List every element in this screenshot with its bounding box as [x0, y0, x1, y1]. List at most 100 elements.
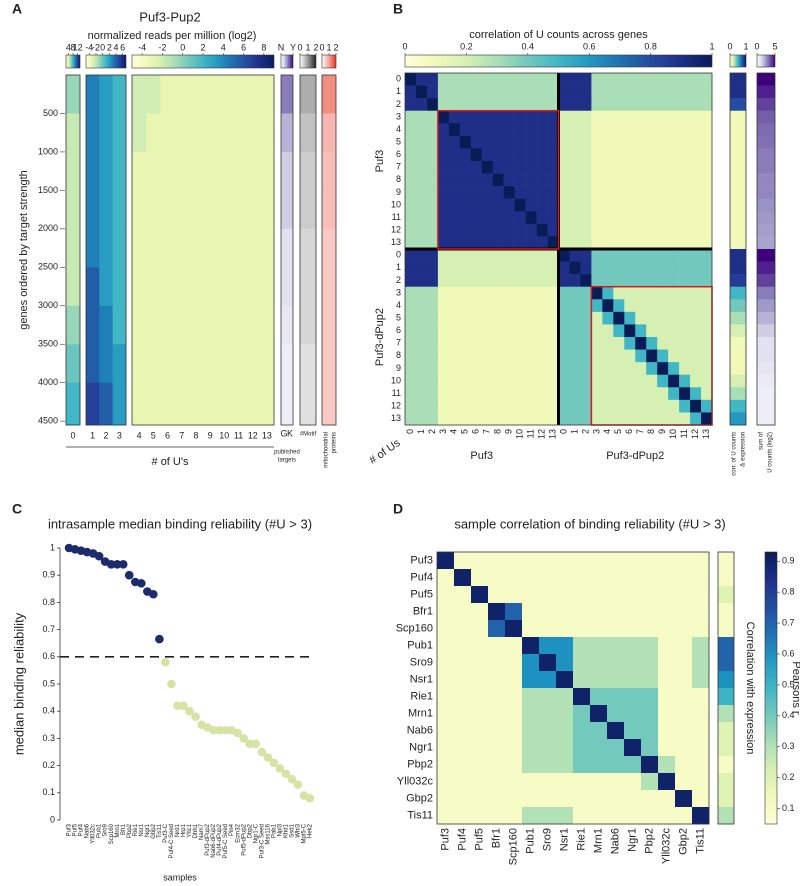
side-cell — [757, 148, 775, 162]
heatmap-cell — [488, 603, 506, 621]
heatmap-cell — [556, 603, 574, 621]
heatmap-cell — [547, 387, 559, 401]
x-tick-label: 8 — [646, 429, 656, 434]
heatmap-cell — [522, 739, 540, 757]
heatmap-cell — [602, 73, 614, 86]
heatmap-cell — [99, 267, 113, 307]
heatmap-cell — [539, 705, 557, 723]
x-tick-label: Dhh1 — [193, 823, 199, 838]
heatmap-cell — [146, 75, 161, 114]
heatmap-cell — [668, 286, 680, 300]
heatmap-cell — [690, 399, 702, 413]
heatmap-cell — [679, 135, 691, 149]
heatmap-cell — [470, 286, 483, 300]
x-tick-label: Nam7 — [199, 823, 205, 840]
heatmap-cell — [437, 211, 450, 225]
x-tick-label: Gbp2 — [677, 828, 689, 855]
side-label: corr. of U counts — [732, 432, 738, 476]
y-tick-label: Rie1 — [410, 690, 433, 702]
heatmap-cell — [536, 85, 548, 99]
heatmap-cell — [602, 148, 614, 162]
side-cell — [757, 123, 775, 137]
heatmap-cell — [591, 186, 603, 200]
heatmap-cell — [405, 362, 417, 376]
heatmap-cell — [624, 722, 642, 740]
heatmap-cell — [692, 637, 710, 655]
heatmap-cell — [591, 173, 603, 187]
heatmap-cell — [635, 299, 647, 313]
heatmap-cell — [481, 135, 494, 149]
heatmap-cell — [569, 186, 581, 200]
heatmap-cell — [539, 739, 557, 757]
heatmap-cell — [415, 274, 428, 288]
heatmap-cell — [471, 671, 489, 689]
heatmap-cell — [646, 249, 658, 262]
heatmap-cell — [602, 249, 614, 262]
heatmap-cell — [558, 412, 570, 426]
heatmap-cell — [471, 790, 489, 808]
colorbar-tick-label: 0.7 — [782, 617, 795, 627]
heatmap-cell — [514, 98, 526, 112]
heatmap-cell — [488, 790, 506, 808]
heatmap-cell — [470, 337, 483, 350]
x-tick-label: 0 — [405, 429, 415, 434]
heatmap-cell — [658, 688, 676, 706]
heatmap-cell — [203, 75, 218, 114]
heatmap-cell — [470, 236, 483, 250]
heatmap-cell — [160, 305, 175, 345]
heatmap-cell — [459, 173, 472, 187]
heatmap-cell — [624, 198, 636, 212]
heatmap-cell — [624, 261, 636, 275]
heatmap-cell — [536, 286, 548, 300]
x-tick-label: Sro9 — [103, 823, 109, 836]
heatmap-cell — [547, 362, 559, 376]
y-tick-label: 3 — [396, 111, 401, 121]
heatmap-cell — [590, 586, 608, 604]
heatmap-cell — [146, 113, 161, 153]
colorbar-tick-label: 6 — [120, 42, 125, 52]
heatmap-cell — [514, 198, 526, 212]
x-axis-label: # of U's — [152, 456, 189, 468]
heatmap-cell — [459, 249, 472, 262]
heatmap-cell — [437, 362, 450, 376]
heatmap-cell — [448, 311, 461, 325]
heatmap-cell — [405, 186, 417, 200]
heatmap-cell — [514, 399, 526, 413]
heatmap-cell — [547, 374, 559, 388]
heatmap-cell — [657, 362, 669, 376]
x-tick-label: Rie1 — [575, 828, 587, 851]
heatmap-frame — [131, 74, 275, 426]
heatmap-cell — [448, 286, 461, 300]
heatmap-cell — [448, 399, 461, 413]
x-tick-label: 10 — [668, 429, 678, 439]
y-tick-label: 13 — [391, 413, 401, 423]
heatmap-cell — [668, 324, 680, 338]
heatmap-cell — [591, 324, 603, 338]
heatmap-cell — [160, 344, 175, 383]
heatmap-cell — [437, 186, 450, 200]
heatmap-cell — [448, 148, 461, 162]
heatmap-cell — [470, 198, 483, 212]
x-tick-label: 5 — [460, 429, 470, 434]
heatmap-cell — [525, 223, 537, 237]
side-cell — [757, 274, 775, 288]
heatmap-cell — [99, 382, 113, 426]
heatmap-cell — [405, 85, 417, 99]
heatmap-cell — [454, 807, 472, 825]
heatmap-cell — [514, 299, 526, 313]
side-cell — [730, 110, 746, 124]
heatmap-cell — [415, 148, 428, 162]
x-tick-label: Pin4 — [229, 823, 235, 836]
heatmap-cell — [459, 198, 472, 212]
heatmap-cell — [641, 739, 659, 757]
side-cell — [730, 337, 746, 350]
colorbar-tick-label: -2 — [158, 42, 166, 52]
heatmap-cell — [547, 148, 559, 162]
x-tick-label: 11 — [234, 430, 243, 440]
heatmap-cell — [132, 113, 147, 153]
heatmap-cell — [590, 654, 608, 672]
heatmap-cell — [591, 211, 603, 225]
heatmap-cell — [607, 773, 625, 791]
heatmap-cell — [426, 374, 439, 388]
heatmap-cell — [590, 620, 608, 638]
